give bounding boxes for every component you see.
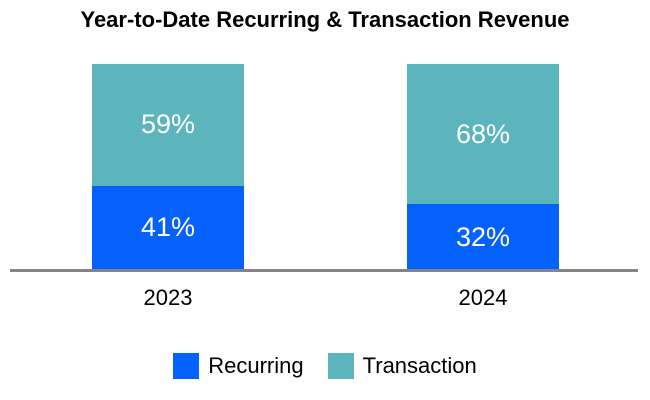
- legend: Recurring Transaction: [0, 352, 650, 379]
- segment-recurring-2023: 41%: [92, 185, 244, 270]
- segment-value-label: 32%: [455, 221, 511, 252]
- bar-2023: 59% 41%: [92, 64, 244, 270]
- segment-value-label: 41%: [140, 212, 196, 243]
- legend-item-transaction: Transaction: [327, 352, 477, 379]
- segment-transaction-2023: 59%: [92, 64, 244, 186]
- legend-label-transaction: Transaction: [362, 353, 477, 378]
- legend-swatch-recurring: [173, 352, 200, 379]
- segment-value-label: 68%: [455, 118, 511, 149]
- segment-transaction-2024: 68%: [407, 64, 559, 205]
- segment-recurring-2024: 32%: [407, 204, 559, 270]
- x-axis-label-2023: 2023: [143, 285, 193, 310]
- legend-item-recurring: Recurring: [173, 352, 304, 379]
- chart-title: Year-to-Date Recurring & Transaction Rev…: [80, 7, 570, 32]
- bar-2024: 68% 32%: [407, 64, 559, 270]
- legend-swatch-transaction: [327, 352, 354, 379]
- segment-value-label: 59%: [140, 109, 196, 140]
- x-axis-line: [10, 269, 638, 272]
- legend-label-recurring: Recurring: [208, 353, 304, 378]
- x-axis-label-2024: 2024: [458, 285, 508, 310]
